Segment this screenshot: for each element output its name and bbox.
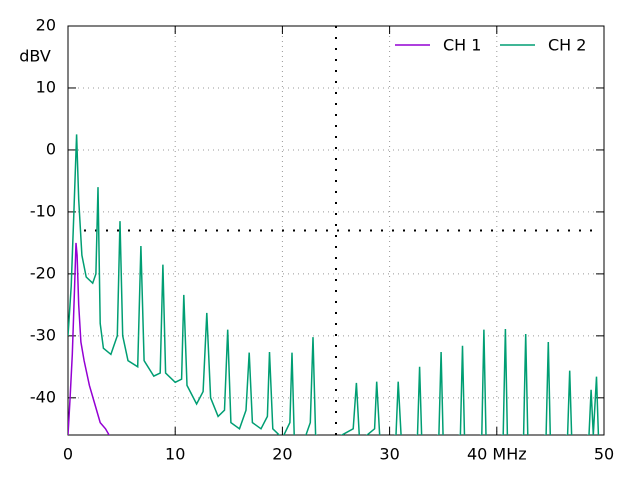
x-tick-label: 50: [594, 445, 614, 464]
y-tick-label: -30: [30, 325, 56, 344]
y-tick-label: -20: [30, 263, 56, 282]
y-tick-label: 10: [36, 77, 56, 96]
x-tick-label: 0: [63, 445, 73, 464]
legend-label: CH 2: [548, 36, 586, 55]
y-tick-label: 0: [46, 139, 56, 158]
plot-area: [68, 134, 600, 435]
y-tick-label: 20: [36, 16, 56, 35]
data-line: [68, 134, 600, 435]
plot-frame: [67, 25, 605, 436]
x-tick-label: 30: [379, 445, 399, 464]
data-line: [68, 242, 110, 435]
y-tick-label: -40: [30, 387, 56, 406]
x-tick-label: 20: [272, 445, 292, 464]
legend-label: CH 1: [443, 36, 481, 55]
y-tick-label: -10: [30, 201, 56, 220]
x-tick-label: 10: [165, 445, 185, 464]
x-tick-label: 40 MHz: [467, 445, 527, 464]
y-axis-label: dBV: [19, 47, 51, 66]
